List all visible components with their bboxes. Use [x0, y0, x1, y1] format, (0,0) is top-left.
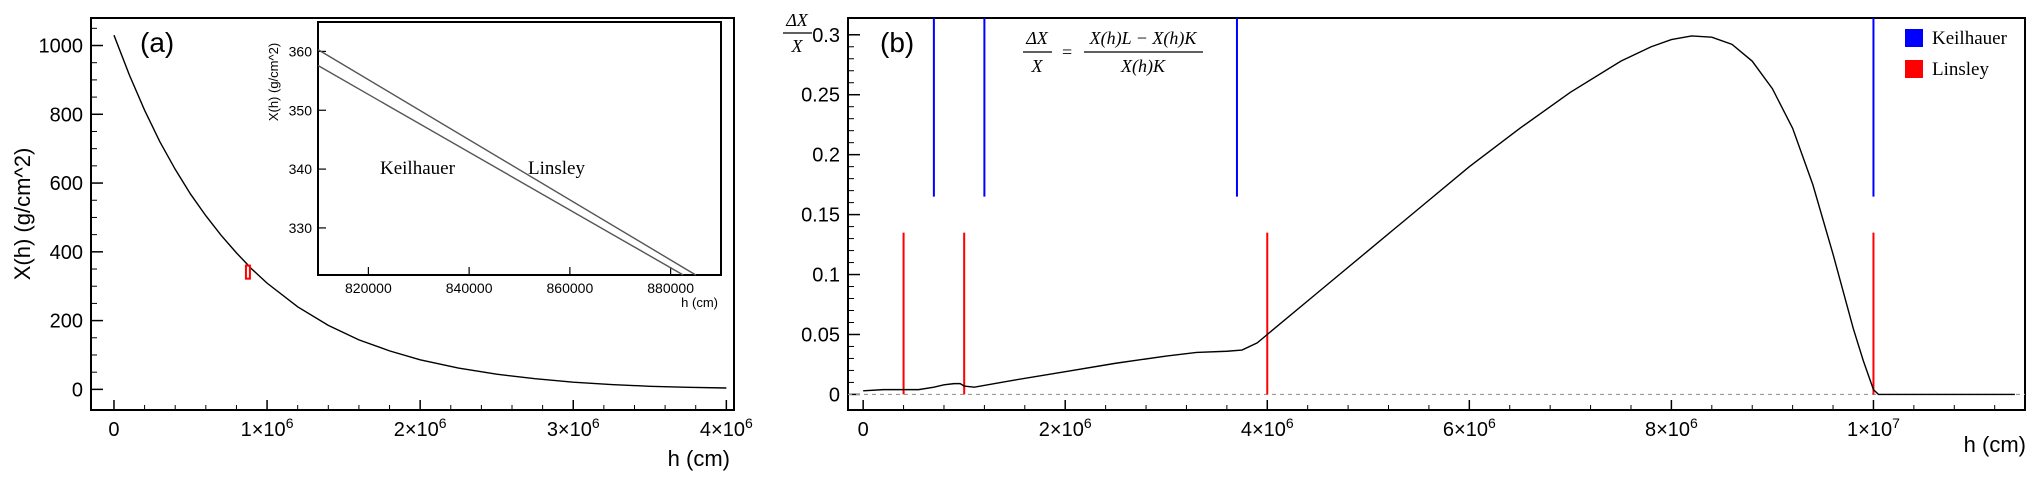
panel-a-y-tick-label: 200 — [50, 311, 83, 333]
formula-rhs-numerator: X(h)L − X(h)K — [1089, 28, 1198, 49]
formula-rhs-denominator: X(h)K — [1120, 56, 1166, 77]
formula-lhs-denominator: X — [1031, 56, 1044, 76]
panel-b-x-tick-label: 4×106 — [1241, 415, 1294, 441]
panel-a-y-axis-title: X(h) (g/cm^2) — [10, 148, 35, 281]
inset-series-line-linsley — [317, 49, 697, 276]
panel-b-y-tick-label: 0.05 — [801, 324, 840, 346]
panel-b-x-tick-label: 0 — [858, 419, 869, 441]
panel-a-y-tick-label: 1000 — [39, 36, 84, 58]
panel-b-y-axis-title: ΔX X — [783, 10, 812, 56]
inset-ticks: 820000 840000 860000 880000 330 340 350 360 — [289, 43, 695, 296]
inset-y-tick-label: 360 — [289, 43, 313, 59]
panel-b-plot-frame — [847, 17, 2026, 411]
legend-swatch-keilhauer — [1905, 29, 1923, 47]
panel-a-label: (a) — [140, 27, 174, 58]
legend-label-keilhauer: Keilhauer — [1932, 28, 2008, 49]
panel-b-series-line — [863, 35, 2015, 396]
legend-swatch-linsley — [1905, 60, 1923, 78]
inset-y-tick-label: 340 — [289, 161, 313, 177]
panel-b-y-tick-label: 0.3 — [812, 25, 840, 47]
panel-a-x-axis-title: h (cm) — [668, 446, 730, 471]
panel-b-series — [863, 35, 2015, 396]
panel-b-y-tick-label: 0.25 — [801, 85, 840, 107]
panel-b-y-title-denominator: X — [791, 36, 804, 56]
panel-a-plot-frame — [90, 17, 735, 411]
panel-a-inset: X(h) (g/cm^2) h (cm) Keilhauer Linsley 8… — [266, 21, 722, 310]
inset-y-tick-label: 350 — [289, 102, 313, 118]
inset-x-tick-label: 820000 — [345, 280, 392, 296]
panel-a-x-tick-label: 3×106 — [547, 415, 600, 441]
panel-b-y-tick-label: 0 — [829, 384, 840, 406]
panel-a-chart: (a) X(h) (g/cm^2) h (cm) 0 1×106 2×106 3×10… — [10, 17, 753, 471]
panel-a-x-tick-label: 4×106 — [700, 415, 753, 441]
inset-annotation-keilhauer: Keilhauer — [380, 158, 456, 179]
panel-b-x-tick-label: 8×106 — [1645, 415, 1698, 441]
panel-b-legend: Keilhauer Linsley — [1905, 28, 2008, 80]
formula-annotation: ΔX X = X(h)L − X(h)K X(h)K — [1023, 28, 1203, 77]
inset-x-axis-title: h (cm) — [681, 295, 718, 310]
panel-a-y-tick-label: 800 — [50, 104, 83, 126]
inset-series — [317, 49, 697, 276]
panel-a-ticks: 0 1×106 2×106 3×106 4×106 0 200 400 600 800 1000 — [39, 27, 753, 441]
panel-b-y-tick-label: 0.2 — [812, 145, 840, 167]
legend-label-linsley: Linsley — [1932, 59, 1989, 80]
panel-a-y-tick-label: 0 — [72, 379, 83, 401]
inset-x-tick-label: 860000 — [547, 280, 594, 296]
panel-b-y-tick-label: 0.15 — [801, 205, 840, 227]
inset-x-tick-label: 880000 — [647, 280, 694, 296]
panel-b-y-title-numerator: ΔX — [785, 10, 809, 30]
panel-a-series-line — [113, 34, 727, 389]
panel-b-x-tick-label: 6×106 — [1443, 415, 1496, 441]
panel-a-x-tick-label: 0 — [108, 419, 119, 441]
panel-b-x-tick-label: 2×106 — [1039, 415, 1092, 441]
panel-a-zoom-box — [244, 264, 251, 280]
inset-plot-frame — [317, 21, 722, 276]
inset-annotation-linsley: Linsley — [528, 158, 585, 179]
panel-a-y-tick-label: 600 — [50, 173, 83, 195]
panel-a-y-tick-label: 400 — [50, 242, 83, 264]
formula-lhs-numerator: ΔX — [1025, 28, 1049, 48]
panel-b-y-tick-label: 0.1 — [812, 265, 840, 287]
panel-b-ticks: 0 2×106 4×106 6×106 8×106 1×107 0 0.05 0.1 0.15 0.… — [801, 25, 1996, 441]
formula-equals: = — [1062, 42, 1072, 62]
inset-x-tick-label: 840000 — [446, 280, 493, 296]
panel-b-chart: (b) ΔX X h (cm) ΔX X = X(h)L − X(h)K X(h… — [783, 10, 2026, 457]
panel-b-boundary-lines — [848, 18, 2025, 396]
inset-series-line-keilhauer — [317, 64, 684, 276]
inset-y-axis-title: X(h) (g/cm^2) — [266, 43, 281, 121]
panel-b-x-tick-label: 1×107 — [1847, 415, 1900, 441]
panel-a-x-tick-label: 2×106 — [394, 415, 447, 441]
panel-a-x-tick-label: 1×106 — [241, 415, 294, 441]
panel-b-x-axis-title: h (cm) — [1964, 432, 2026, 457]
inset-y-tick-label: 330 — [289, 220, 313, 236]
panel-b-label: (b) — [880, 27, 914, 58]
panel-a-series — [113, 34, 727, 389]
